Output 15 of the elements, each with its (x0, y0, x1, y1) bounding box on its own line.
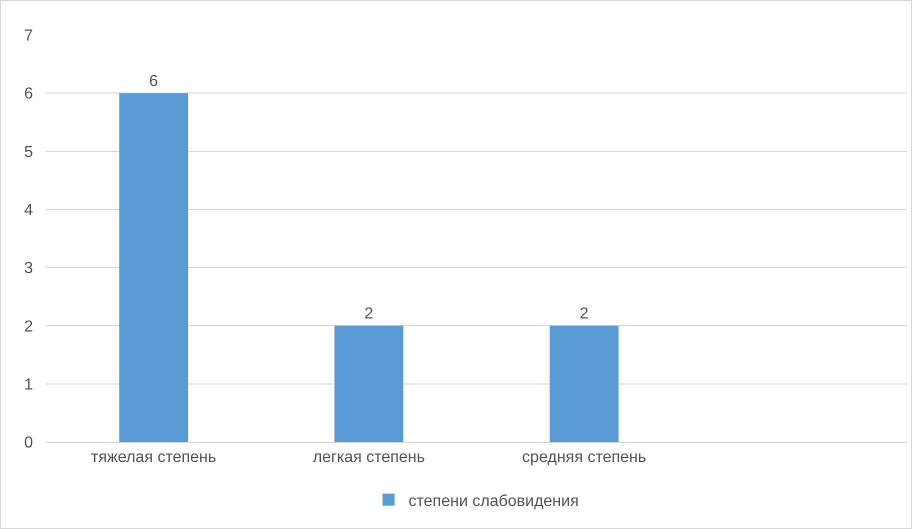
data-label: 2 (364, 306, 374, 323)
data-label: 2 (580, 306, 589, 323)
legend-label: степени слабовидения (408, 492, 579, 510)
y-tick-label: 7 (24, 28, 34, 45)
y-tick-label: 4 (24, 202, 34, 220)
y-tick-label: 3 (24, 260, 34, 278)
y-tick-label: 0 (24, 434, 34, 452)
y-tick-label: 1 (24, 376, 34, 394)
y-tick-label: 2 (24, 318, 34, 336)
x-tick-label: легкая степень (312, 449, 425, 466)
x-tick-label: тяжелая степень (91, 449, 216, 466)
data-label: 6 (149, 73, 158, 90)
y-tick-label: 5 (24, 144, 34, 161)
y-tick-label: 6 (24, 86, 34, 103)
x-tick-label: средняя степень (522, 449, 646, 466)
